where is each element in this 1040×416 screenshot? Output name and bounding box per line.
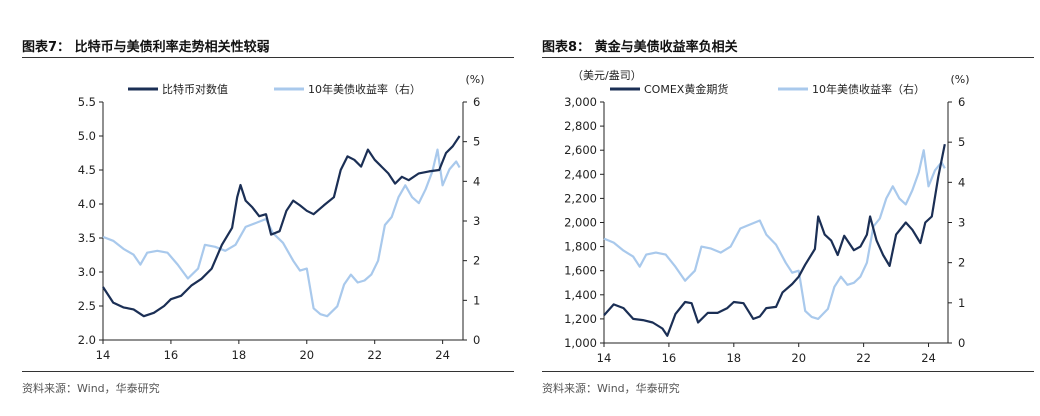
series-line-yield xyxy=(102,148,461,318)
left-tick-label: 1,600 xyxy=(564,264,597,278)
left-tick-label: 2,400 xyxy=(564,167,597,181)
right-tick-label: 0 xyxy=(958,336,965,350)
left-tick-label: 1,000 xyxy=(564,336,597,350)
legend-label: 10年美债收益率（右） xyxy=(308,82,421,96)
left-tick-label: 2,000 xyxy=(564,216,597,230)
x-tick-label: 18 xyxy=(726,351,741,365)
x-tick-label: 16 xyxy=(164,348,179,362)
left-tick-label: 4.5 xyxy=(78,163,96,177)
series-line-primary xyxy=(102,135,461,318)
chart-bitcoin-vs-yield: 2.0 2.5 3.0 3.5 4.0 4.5 5.0 5.5 0 1 2 3 4 5 6 14 16 18 20 2… xyxy=(78,73,485,362)
right-tick-label: 5 xyxy=(958,135,965,149)
left-tick-label: 1,200 xyxy=(564,312,597,326)
left-tick-label: 2,600 xyxy=(564,143,597,157)
left-tick-label: 5.0 xyxy=(78,129,96,143)
right-tick-label: 5 xyxy=(473,135,480,149)
title-rule xyxy=(542,57,1034,58)
right-tick-label: 0 xyxy=(473,333,480,347)
chart-gold-vs-yield: 1,000 1,200 1,400 1,600 1,800 2,000 2,200 2,400… xyxy=(564,68,969,365)
right-tick-label: 2 xyxy=(958,256,965,270)
legend-label: 比特币对数值 xyxy=(162,82,228,96)
left-tick-label: 2,200 xyxy=(564,191,597,205)
right-tick-label: 4 xyxy=(473,174,480,188)
x-tick-label: 22 xyxy=(367,348,382,362)
right-tick-label: 4 xyxy=(958,175,965,189)
x-tick-label: 20 xyxy=(299,348,314,362)
chart-source: 资料来源：Wind，华泰研究 xyxy=(22,382,160,395)
left-tick-label: 2.5 xyxy=(78,299,96,313)
left-tick-label: 3,000 xyxy=(564,95,597,109)
x-tick-label: 24 xyxy=(921,351,936,365)
x-tick-label: 24 xyxy=(435,348,450,362)
left-tick-label: 1,400 xyxy=(564,288,597,302)
x-tick-label: 20 xyxy=(791,351,806,365)
right-tick-label: 1 xyxy=(958,296,965,310)
source-rule xyxy=(22,371,514,372)
x-tick-label: 18 xyxy=(232,348,247,362)
right-tick-label: 1 xyxy=(473,293,480,307)
source-rule xyxy=(542,371,1034,372)
x-tick-label: 14 xyxy=(96,348,111,362)
series-line-yield xyxy=(603,149,946,320)
right-tick-label: 6 xyxy=(473,95,480,109)
title-rule xyxy=(22,57,514,58)
left-tick-label: 2,800 xyxy=(564,119,597,133)
chart-panel-bitcoin: 图表7： 比特币与美债利率走势相关性较弱 2.0 2.5 3.0 3.5 4.0 4.5 5… xyxy=(22,40,514,395)
right-tick-label: 6 xyxy=(958,95,965,109)
right-tick-label: 3 xyxy=(473,214,480,228)
left-unit-label: （美元/盎司） xyxy=(572,68,642,82)
series-line-primary xyxy=(603,143,946,337)
chart-title: 图表7： 比特币与美债利率走势相关性较弱 xyxy=(22,40,270,55)
chart-title: 图表8： 黄金与美债收益率负相关 xyxy=(542,40,738,55)
chart-source: 资料来源：Wind，华泰研究 xyxy=(542,382,680,395)
x-tick-label: 22 xyxy=(856,351,871,365)
legend-label: 10年美债收益率（右） xyxy=(812,82,925,96)
right-unit-label: (%) xyxy=(950,73,969,86)
left-tick-label: 4.0 xyxy=(78,197,96,211)
legend-label: COMEX黄金期货 xyxy=(644,82,728,96)
left-tick-label: 2.0 xyxy=(78,333,96,347)
x-tick-label: 16 xyxy=(662,351,677,365)
left-tick-label: 5.5 xyxy=(78,95,96,109)
right-tick-label: 2 xyxy=(473,254,480,268)
x-tick-label: 14 xyxy=(597,351,612,365)
right-unit-label: (%) xyxy=(465,73,484,86)
left-tick-label: 3.5 xyxy=(78,231,96,245)
left-tick-label: 3.0 xyxy=(78,265,96,279)
left-tick-label: 1,800 xyxy=(564,240,597,254)
chart-panel-gold: 图表8： 黄金与美债收益率负相关 1,000 1,200 1,400 1,600 1,8… xyxy=(520,0,1040,416)
right-tick-label: 3 xyxy=(958,216,965,230)
